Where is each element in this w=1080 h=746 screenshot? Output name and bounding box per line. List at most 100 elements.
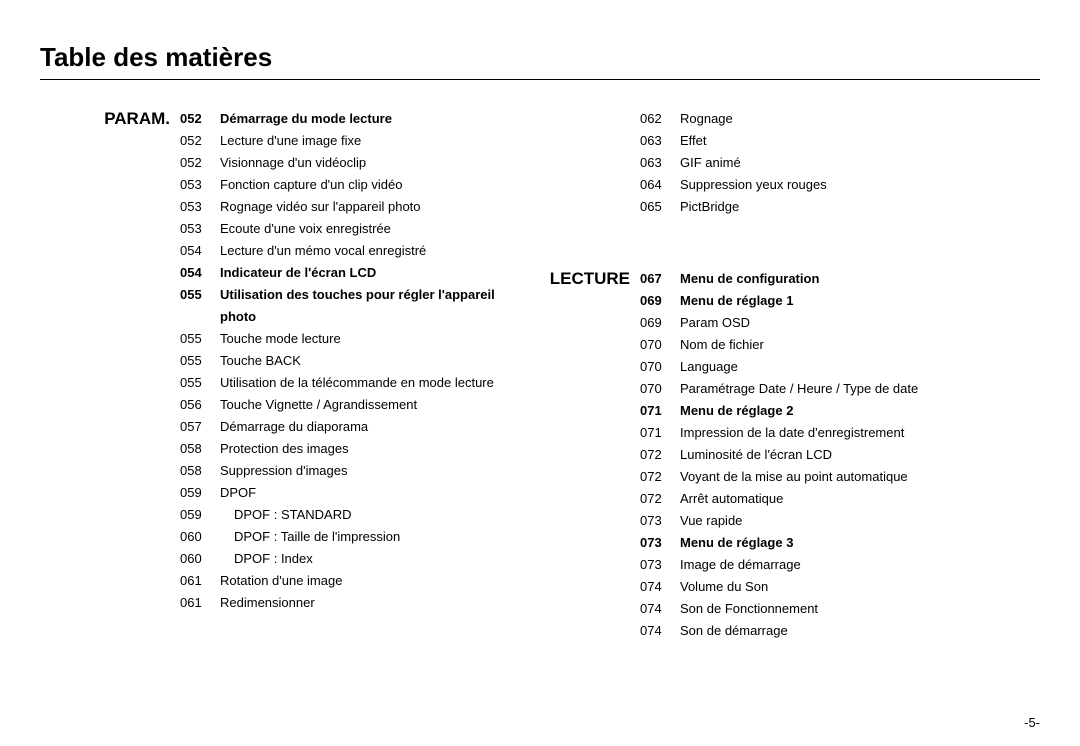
toc-entry-page: 055 [180,284,220,306]
toc-entry: 052Lecture d'une image fixe [180,130,520,152]
toc-entry: 070Language [640,356,950,378]
toc-entry-page: 055 [180,350,220,372]
toc-entry-page: 053 [180,218,220,240]
toc-entry: 071Impression de la date d'enregistremen… [640,422,950,444]
toc-entry-page: 074 [640,598,680,620]
toc-entry-label: GIF animé [680,152,950,174]
toc-entry-page: 058 [180,438,220,460]
toc-entry-page: 059 [180,482,220,504]
toc-entry: 053Ecoute d'une voix enregistrée [180,218,520,240]
toc-entry-label: Touche BACK [220,350,520,372]
toc-entry-label: Démarrage du diaporama [220,416,520,438]
toc-entry: 071Menu de réglage 2 [640,400,950,422]
toc-entry-label: Rognage [680,108,950,130]
toc-entry-page: 069 [640,312,680,334]
toc-entry: 058Suppression d'images [180,460,520,482]
toc-entry-label: Menu de configuration [680,268,950,290]
toc-entry-label: DPOF : Taille de l'impression [220,526,520,548]
toc-entry-page: 054 [180,262,220,284]
toc-entry-page: 074 [640,576,680,598]
toc-entry-label: Indicateur de l'écran LCD [220,262,520,284]
toc-entry-label: Son de démarrage [680,620,950,642]
toc-entry-label: Arrêt automatique [680,488,950,510]
toc-entry: 056Touche Vignette / Agrandissement [180,394,520,416]
toc-entry: 067Menu de configuration [640,268,950,290]
toc-entry-label: Luminosité de l'écran LCD [680,444,950,466]
toc-entry: 073Menu de réglage 3 [640,532,950,554]
column-left: PARAM. 052Démarrage du mode lecture052Le… [40,108,520,642]
toc-entry-label: Suppression yeux rouges [680,174,950,196]
toc-entry-page: 071 [640,422,680,444]
toc-entry-page: 063 [640,152,680,174]
toc-entries-right-bottom: 067Menu de configuration069Menu de régla… [640,268,950,642]
toc-entry: 074Son de démarrage [640,620,950,642]
toc-entry-label: DPOF [220,482,520,504]
toc-entry-page: 053 [180,174,220,196]
column-right: 062Rognage063Effet063GIF animé064Suppres… [530,108,950,642]
toc-entry-label: Vue rapide [680,510,950,532]
toc-entry-page: 073 [640,554,680,576]
toc-entry-page: 061 [180,570,220,592]
toc-entry-page: 073 [640,510,680,532]
toc-entry-page: 058 [180,460,220,482]
toc-entry-label: Ecoute d'une voix enregistrée [220,218,520,240]
toc-entry-page: 060 [180,526,220,548]
toc-entry-page: 063 [640,130,680,152]
toc-entry-label: Touche Vignette / Agrandissement [220,394,520,416]
columns: PARAM. 052Démarrage du mode lecture052Le… [40,108,1040,642]
toc-entry-label: Utilisation des touches pour régler l'ap… [220,284,520,328]
toc-entry-page: 060 [180,548,220,570]
toc-entry-page: 070 [640,356,680,378]
toc-entry-page: 072 [640,466,680,488]
toc-entry: 054Indicateur de l'écran LCD [180,262,520,284]
toc-entry-page: 052 [180,130,220,152]
toc-entry-page: 069 [640,290,680,312]
toc-entries-right-top: 062Rognage063Effet063GIF animé064Suppres… [640,108,950,218]
toc-entry-label: Protection des images [220,438,520,460]
toc-entry: 055Touche mode lecture [180,328,520,350]
toc-entry-label: Lecture d'un mémo vocal enregistré [220,240,520,262]
toc-entry-label: Volume du Son [680,576,950,598]
toc-entry: 055Touche BACK [180,350,520,372]
toc-entry-page: 053 [180,196,220,218]
toc-entry-page: 052 [180,152,220,174]
toc-entry: 058Protection des images [180,438,520,460]
toc-entry: 055Utilisation de la télécommande en mod… [180,372,520,394]
toc-entry-label: Visionnage d'un vidéoclip [220,152,520,174]
toc-entry: 060DPOF : Index [180,548,520,570]
toc-entry-page: 074 [640,620,680,642]
toc-entry: 053Fonction capture d'un clip vidéo [180,174,520,196]
toc-entry-page: 073 [640,532,680,554]
toc-entry-page: 061 [180,592,220,614]
toc-entry-label: PictBridge [680,196,950,218]
toc-entry: 065PictBridge [640,196,950,218]
toc-entry-label: Lecture d'une image fixe [220,130,520,152]
toc-entry: 060DPOF : Taille de l'impression [180,526,520,548]
toc-entry-label: Menu de réglage 1 [680,290,950,312]
toc-entry: 072Luminosité de l'écran LCD [640,444,950,466]
toc-entry-label: Suppression d'images [220,460,520,482]
toc-entry: 073Vue rapide [640,510,950,532]
toc-entry: 059DPOF : STANDARD [180,504,520,526]
toc-entry: 070Nom de fichier [640,334,950,356]
toc-entry-page: 067 [640,268,680,290]
toc-entry-label: Param OSD [680,312,950,334]
toc-entry: 054Lecture d'un mémo vocal enregistré [180,240,520,262]
section-label-lecture: LECTURE [530,268,640,290]
toc-entry: 061Rotation d'une image [180,570,520,592]
toc-entry-label: DPOF : Index [220,548,520,570]
toc-entry-page: 062 [640,108,680,130]
toc-entry-label: Rotation d'une image [220,570,520,592]
toc-entry-label: Nom de fichier [680,334,950,356]
toc-entry: 063Effet [640,130,950,152]
toc-entry-page: 055 [180,328,220,350]
section-label-param: PARAM. [40,108,180,130]
toc-entry-page: 072 [640,444,680,466]
toc-entry-label: Effet [680,130,950,152]
toc-entry-label: Impression de la date d'enregistrement [680,422,950,444]
toc-entry-label: Image de démarrage [680,554,950,576]
toc-entry: 057Démarrage du diaporama [180,416,520,438]
toc-entry: 072Voyant de la mise au point automatiqu… [640,466,950,488]
toc-entry-page: 070 [640,334,680,356]
toc-entry-label: Menu de réglage 2 [680,400,950,422]
